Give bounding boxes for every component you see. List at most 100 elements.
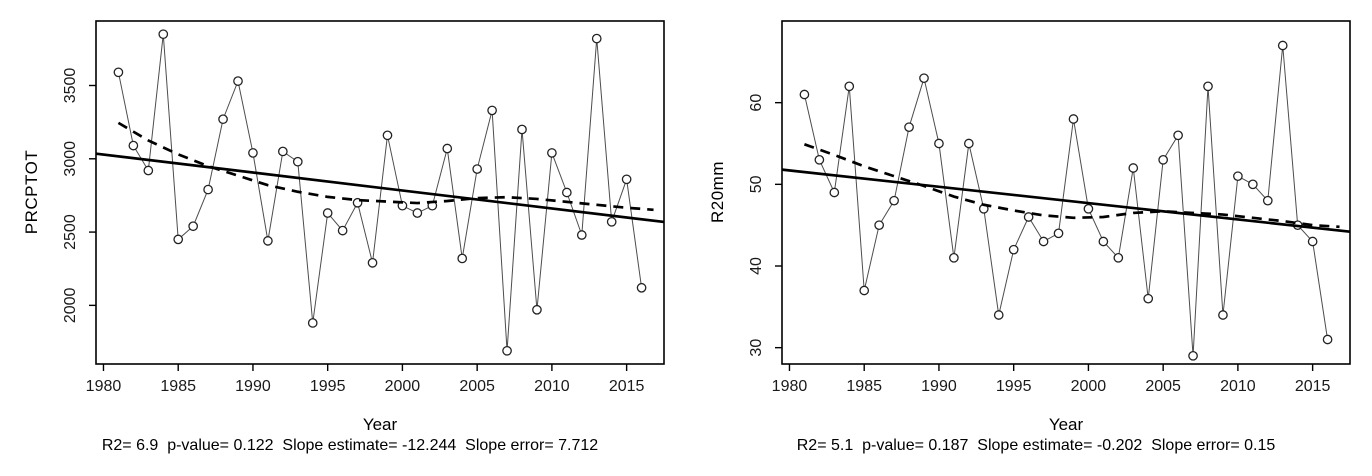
- x-tick-label: 1980: [772, 378, 808, 395]
- data-point-marker: [322, 208, 333, 218]
- lowess-smooth-line: [117, 121, 654, 212]
- data-point-marker: [829, 187, 840, 198]
- x-tick-label: 1990: [235, 378, 271, 395]
- data-point-marker: [874, 220, 885, 231]
- data-point-marker: [502, 345, 512, 356]
- data-point-marker: [233, 76, 243, 86]
- data-point-marker: [606, 216, 617, 227]
- x-tick-label: 1985: [160, 378, 196, 395]
- data-point-marker: [1128, 163, 1139, 173]
- data-point-marker: [1068, 114, 1079, 124]
- data-point-marker: [113, 67, 124, 78]
- data-point-marker: [1203, 81, 1213, 92]
- data-point-marker: [143, 165, 154, 176]
- data-point-marker: [1277, 40, 1288, 51]
- x-tick-label: 1990: [921, 378, 957, 395]
- data-point-marker: [517, 124, 527, 135]
- data-point-marker: [158, 29, 169, 40]
- data-point-marker: [1023, 212, 1034, 222]
- data-point-marker: [934, 138, 944, 149]
- x-axis-label: Year: [362, 415, 398, 434]
- data-point-marker: [128, 140, 139, 151]
- annual-series-line: [117, 34, 643, 351]
- data-point-marker: [1188, 350, 1198, 361]
- y-tick-label: 60: [748, 94, 765, 112]
- x-tick-label: 2000: [1071, 378, 1107, 395]
- y-tick-label: 30: [748, 339, 765, 357]
- data-point-marker: [919, 73, 929, 84]
- y-axis-label: PRCPTOT: [22, 149, 41, 235]
- linear-trend-line: [95, 152, 665, 224]
- x-tick-label: 2010: [1220, 378, 1256, 395]
- data-point-marker: [203, 184, 213, 195]
- y-tick-label: 3000: [62, 141, 79, 177]
- x-tick-label: 2005: [1145, 378, 1181, 395]
- plot-box: [781, 20, 1351, 365]
- data-point-marker: [949, 252, 959, 263]
- data-point-marker: [591, 33, 602, 44]
- data-point-marker: [277, 146, 288, 157]
- data-point-marker: [1322, 334, 1333, 345]
- x-tick-label: 1985: [846, 378, 882, 395]
- linear-trend-line: [781, 168, 1351, 234]
- data-point-marker: [1218, 310, 1228, 320]
- data-point-marker: [1307, 236, 1318, 247]
- data-point-marker: [382, 130, 393, 141]
- data-point-marker: [532, 304, 542, 315]
- r20mm-panel: 1980 1985 1990 1995 2000 2005 2010 2015 30 40 50 60…: [686, 0, 1372, 476]
- data-point-marker: [547, 148, 557, 158]
- y-tick-label: 2500: [62, 214, 79, 250]
- data-point-marker: [993, 310, 1004, 320]
- data-point-marker: [248, 148, 258, 158]
- y-tick-label: 3500: [62, 68, 79, 104]
- data-point-marker: [472, 164, 483, 174]
- data-point-marker: [487, 105, 497, 116]
- data-point-marker: [442, 143, 453, 154]
- x-axis-label: Year: [1048, 415, 1084, 434]
- data-point-marker: [1233, 171, 1243, 182]
- x-tick-label: 2010: [534, 378, 570, 395]
- data-point-marker: [1247, 179, 1258, 190]
- data-point-marker: [859, 285, 870, 296]
- data-point-marker: [1038, 236, 1049, 247]
- y-tick-label: 50: [748, 175, 765, 193]
- x-tick-label: 2000: [385, 378, 421, 395]
- data-point-marker: [1158, 154, 1169, 165]
- data-point-marker: [412, 208, 423, 218]
- data-point-marker: [576, 230, 587, 240]
- data-point-marker: [561, 187, 572, 198]
- x-tick-label: 1980: [86, 378, 122, 395]
- data-point-marker: [337, 225, 348, 236]
- data-point-marker: [904, 122, 914, 133]
- prcptot-panel: 1980 1985 1990 1995 2000 2005 2010 2015 2000 2500…: [22, 20, 665, 454]
- data-point-marker: [1113, 252, 1124, 263]
- data-point-marker: [636, 282, 647, 293]
- data-point-marker: [799, 89, 810, 100]
- stats-caption: R2= 6.9 p-value= 0.122 Slope estimate= -…: [101, 437, 599, 454]
- y-axis-label: R20mm: [708, 160, 727, 224]
- data-point-marker: [1083, 203, 1094, 214]
- data-point-marker: [844, 81, 855, 92]
- y-tick-label: 2000: [62, 287, 79, 323]
- x-tick-label: 2005: [459, 378, 495, 395]
- data-point-marker: [814, 154, 825, 165]
- x-tick-label: 2015: [609, 378, 645, 395]
- y-tick-label: 40: [748, 257, 765, 275]
- data-point-marker: [1173, 130, 1183, 141]
- stats-caption: R2= 5.1 p-value= 0.187 Slope estimate= -…: [796, 437, 1276, 454]
- data-point-marker: [263, 236, 273, 246]
- data-point-marker: [1053, 228, 1064, 239]
- data-point-marker: [1008, 244, 1019, 255]
- data-point-marker: [218, 114, 228, 125]
- x-tick-label: 1995: [310, 378, 346, 395]
- plot-box: [95, 20, 665, 365]
- data-point-marker: [889, 195, 899, 206]
- r20mm-chart-svg: 1980 1985 1990 1995 2000 2005 2010 2015 30 40 50 60: [748, 20, 1351, 395]
- lowess-smooth-line: [803, 143, 1340, 229]
- data-point-marker: [963, 138, 974, 149]
- data-point-marker: [1143, 293, 1154, 304]
- prcptot-chart-svg: 1980 1985 1990 1995 2000 2005 2010 2015 2000 2500…: [62, 20, 665, 395]
- data-point-marker: [307, 318, 318, 328]
- x-tick-label: 1995: [996, 378, 1032, 395]
